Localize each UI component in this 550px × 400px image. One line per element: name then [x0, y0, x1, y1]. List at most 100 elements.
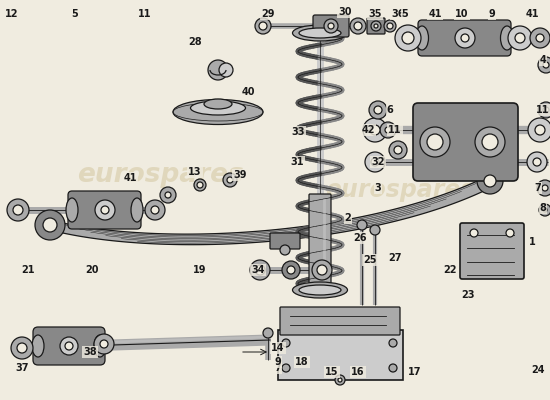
Circle shape [328, 23, 334, 29]
Text: 20: 20 [85, 265, 99, 275]
Text: 17: 17 [408, 367, 422, 377]
Circle shape [60, 337, 78, 355]
Text: 34: 34 [251, 265, 265, 275]
Circle shape [536, 34, 544, 42]
Text: 37: 37 [15, 363, 29, 373]
Text: 29: 29 [261, 9, 275, 19]
Circle shape [227, 177, 233, 183]
Circle shape [538, 102, 550, 118]
Circle shape [394, 146, 402, 154]
Circle shape [537, 180, 550, 196]
Circle shape [350, 18, 366, 34]
FancyBboxPatch shape [309, 194, 331, 296]
Circle shape [94, 334, 114, 354]
Circle shape [543, 62, 549, 68]
Text: eurospares: eurospares [325, 178, 475, 202]
Circle shape [542, 185, 548, 191]
Circle shape [282, 261, 300, 279]
Circle shape [317, 265, 327, 275]
Circle shape [484, 175, 496, 187]
Circle shape [380, 122, 396, 138]
Text: 15: 15 [325, 367, 339, 377]
Circle shape [280, 245, 290, 255]
Text: 35: 35 [368, 9, 382, 19]
Ellipse shape [299, 285, 341, 295]
Circle shape [354, 22, 362, 30]
FancyBboxPatch shape [367, 18, 385, 34]
Text: eurospares: eurospares [76, 162, 243, 188]
Text: 28: 28 [188, 37, 202, 47]
Circle shape [527, 152, 547, 172]
Text: 31: 31 [290, 157, 304, 167]
FancyBboxPatch shape [33, 327, 105, 365]
Circle shape [324, 19, 338, 33]
Ellipse shape [66, 198, 78, 222]
Text: 5: 5 [72, 9, 78, 19]
Text: 12: 12 [6, 9, 19, 19]
Circle shape [312, 260, 332, 280]
Circle shape [389, 141, 407, 159]
Circle shape [263, 328, 273, 338]
Text: 13: 13 [188, 167, 202, 177]
FancyBboxPatch shape [413, 103, 518, 181]
Text: 14: 14 [271, 343, 285, 353]
Text: 40: 40 [241, 87, 255, 97]
Circle shape [17, 343, 27, 353]
Circle shape [370, 225, 380, 235]
Circle shape [370, 125, 380, 135]
Circle shape [528, 118, 550, 142]
Text: 9: 9 [488, 9, 496, 19]
Circle shape [402, 32, 414, 44]
Bar [278, 330, 403, 380]
Circle shape [395, 25, 421, 51]
Circle shape [477, 168, 503, 194]
Ellipse shape [299, 28, 341, 38]
FancyBboxPatch shape [313, 15, 349, 37]
Text: 9: 9 [274, 357, 282, 367]
Circle shape [255, 265, 265, 275]
Circle shape [374, 106, 382, 114]
Circle shape [160, 187, 176, 203]
Circle shape [533, 158, 541, 166]
Circle shape [543, 107, 549, 113]
Circle shape [530, 28, 550, 48]
Circle shape [13, 205, 23, 215]
Text: 5: 5 [402, 9, 408, 19]
Text: 7: 7 [535, 183, 541, 193]
Text: 1: 1 [529, 237, 535, 247]
Text: 30: 30 [338, 7, 352, 17]
Circle shape [535, 125, 545, 135]
Circle shape [506, 229, 514, 237]
Text: 11: 11 [138, 9, 152, 19]
Ellipse shape [173, 100, 263, 124]
Circle shape [335, 375, 345, 385]
Text: 41: 41 [123, 173, 137, 183]
Text: 21: 21 [21, 265, 35, 275]
Text: 42: 42 [361, 125, 375, 135]
Circle shape [250, 260, 270, 280]
Circle shape [208, 60, 228, 80]
Text: 11: 11 [388, 125, 401, 135]
Ellipse shape [94, 335, 106, 357]
Text: 18: 18 [295, 357, 309, 367]
FancyBboxPatch shape [418, 20, 511, 56]
Circle shape [7, 199, 29, 221]
Circle shape [384, 20, 396, 32]
Circle shape [515, 33, 525, 43]
Circle shape [11, 337, 33, 359]
Text: 38: 38 [83, 347, 97, 357]
Circle shape [282, 364, 290, 372]
Circle shape [538, 57, 550, 73]
Ellipse shape [131, 198, 143, 222]
Text: 33: 33 [292, 127, 305, 137]
Text: 36: 36 [391, 9, 405, 19]
Ellipse shape [204, 99, 232, 109]
Circle shape [95, 200, 115, 220]
Text: 8: 8 [540, 203, 547, 213]
Ellipse shape [293, 282, 348, 298]
Circle shape [101, 206, 109, 214]
Circle shape [357, 220, 367, 230]
FancyBboxPatch shape [68, 191, 141, 229]
Text: 7: 7 [274, 363, 282, 373]
Circle shape [389, 339, 397, 347]
